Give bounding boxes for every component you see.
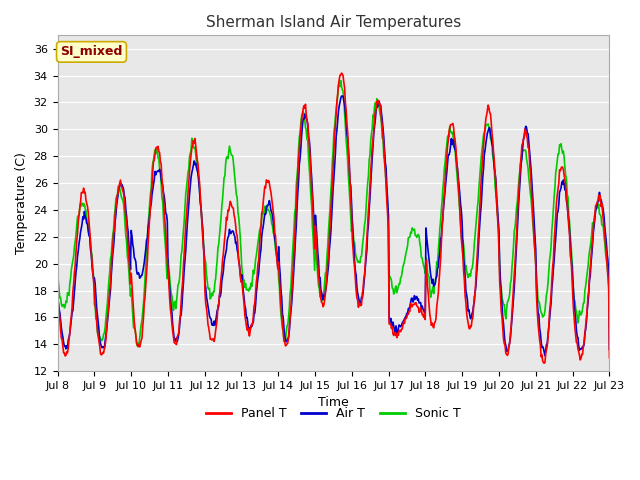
- Air T: [63, 345, 71, 351]
- Panel T: [205, 330, 213, 336]
- X-axis label: Time: Time: [318, 396, 349, 409]
- Line: Sonic T: Sonic T: [58, 81, 609, 346]
- Air T: [54, 287, 61, 292]
- Y-axis label: Temperature (C): Temperature (C): [15, 152, 28, 254]
- Sonic T: [177, 252, 185, 258]
- Sonic T: [63, 290, 71, 296]
- Air T: [205, 313, 213, 319]
- Sonic T: [605, 313, 613, 319]
- Panel T: [417, 306, 425, 312]
- Sonic T: [134, 343, 141, 348]
- Title: Sherman Island Air Temperatures: Sherman Island Air Temperatures: [206, 15, 461, 30]
- Air T: [339, 93, 346, 99]
- Sonic T: [207, 296, 214, 302]
- Air T: [541, 353, 548, 359]
- Sonic T: [54, 273, 61, 279]
- Air T: [120, 192, 128, 198]
- Panel T: [605, 355, 613, 360]
- Line: Panel T: Panel T: [58, 73, 609, 363]
- Air T: [177, 314, 184, 320]
- Panel T: [540, 360, 548, 366]
- Panel T: [120, 198, 128, 204]
- Panel T: [177, 312, 184, 318]
- Sonic T: [419, 255, 426, 261]
- Line: Air T: Air T: [58, 96, 609, 356]
- Sonic T: [402, 250, 410, 256]
- Sonic T: [337, 78, 344, 84]
- Legend: Panel T, Air T, Sonic T: Panel T, Air T, Sonic T: [201, 402, 466, 425]
- Text: SI_mixed: SI_mixed: [60, 46, 123, 59]
- Panel T: [338, 70, 346, 76]
- Air T: [417, 305, 425, 311]
- Panel T: [63, 350, 71, 356]
- Sonic T: [120, 209, 128, 215]
- Air T: [605, 347, 613, 352]
- Panel T: [401, 316, 409, 322]
- Panel T: [54, 289, 61, 295]
- Air T: [401, 314, 409, 320]
